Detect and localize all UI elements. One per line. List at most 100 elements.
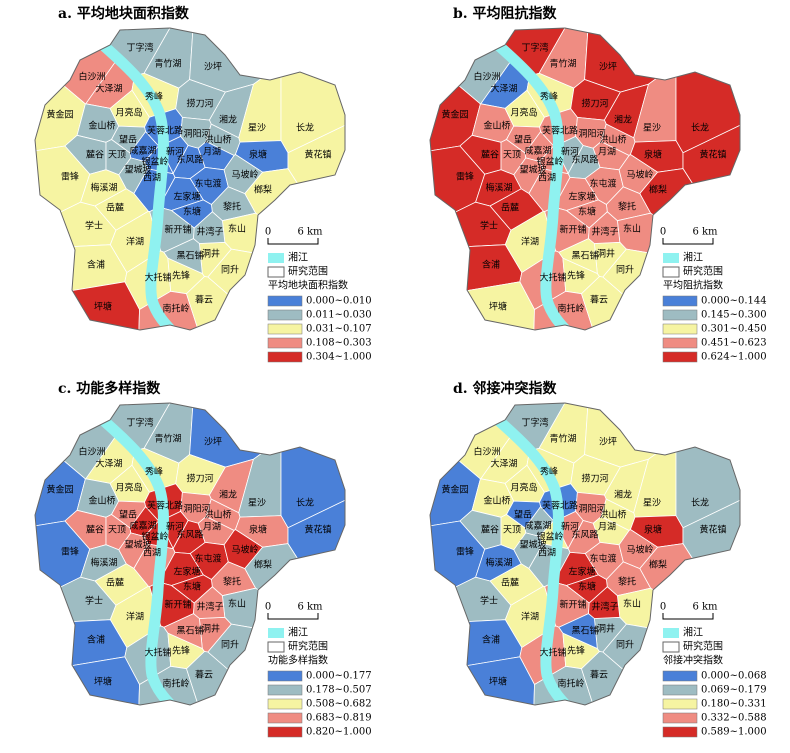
district-label: 榔梨 xyxy=(254,184,272,196)
district-label: 芙蓉北路 xyxy=(147,125,183,137)
legend-swatch xyxy=(267,323,303,335)
legend-label: 0.031~0.107 xyxy=(306,324,372,335)
district-label: 黎托 xyxy=(618,576,636,588)
district-label: 东山 xyxy=(228,598,246,610)
district-label: 新开铺 xyxy=(164,224,191,236)
district-label: 金山桥 xyxy=(88,120,115,132)
district-label: 东风路 xyxy=(176,529,203,541)
district-label: 东塘 xyxy=(183,581,201,593)
legend-label: 0.451~0.623 xyxy=(701,338,767,349)
district-label: 望城坡 xyxy=(519,164,546,176)
district-label: 金山桥 xyxy=(483,495,510,507)
district-label: 秀峰 xyxy=(540,91,558,103)
district-label: 丁字湾 xyxy=(521,417,548,429)
legend-swatch xyxy=(662,698,698,710)
district-label: 学士 xyxy=(85,595,103,607)
district-label: 同升 xyxy=(616,265,634,276)
district-area xyxy=(35,281,140,330)
legend-label: 0.011~0.030 xyxy=(306,310,372,321)
district-label: 银盆岭 xyxy=(536,531,563,543)
panel-title: b. 平均阻抗指数 xyxy=(453,5,558,22)
district-label: 雷锋 xyxy=(61,171,79,183)
legend-swatch xyxy=(662,684,698,696)
district-label: 湘龙 xyxy=(614,489,632,501)
district-label: 月湖 xyxy=(203,147,221,158)
district-label: 洪山桥 xyxy=(599,509,626,521)
legend-label: 0.180~0.331 xyxy=(701,699,767,710)
district-label: 梅溪湖 xyxy=(485,557,512,569)
district-label: 新开铺 xyxy=(559,224,586,236)
district-label: 东风路 xyxy=(571,529,598,541)
district-label: 银盆岭 xyxy=(141,531,168,543)
district-label: 月亮岛 xyxy=(115,482,142,494)
district-label: 秀峰 xyxy=(145,91,163,103)
legend-label: 0.332~0.588 xyxy=(701,713,767,724)
district-label: 西湖 xyxy=(143,173,161,184)
district-label: 洞阳河 xyxy=(183,503,210,515)
district-label: 东塘 xyxy=(578,581,596,593)
district-label: 白沙洲 xyxy=(473,446,500,458)
district-label: 望岳 xyxy=(514,509,532,521)
district-label: 先锋 xyxy=(172,270,190,282)
district-label: 黄花镇 xyxy=(699,524,726,536)
district-label: 黄金园 xyxy=(441,109,468,121)
district-label: 黑石铺 xyxy=(176,625,203,637)
district-label: 大托铺 xyxy=(144,272,171,284)
district-label: 星沙 xyxy=(643,123,661,134)
district-label: 榔梨 xyxy=(649,559,667,571)
district-label: 先锋 xyxy=(567,645,585,657)
study-boundary xyxy=(34,402,346,706)
river-swatch xyxy=(663,628,679,638)
district-label: 雷锋 xyxy=(456,171,474,183)
district-label: 捞刀河 xyxy=(581,473,608,485)
district-label: 南托岭 xyxy=(162,678,189,690)
district-area xyxy=(675,403,740,529)
scale-length: 6 km xyxy=(297,602,323,613)
district-label: 东屯渡 xyxy=(589,178,616,190)
district-label: 秀峰 xyxy=(540,466,558,478)
district-label: 银盆岭 xyxy=(536,156,563,168)
district-label: 大托铺 xyxy=(539,647,566,659)
scale-zero: 0 xyxy=(660,602,666,613)
district-label: 长龙 xyxy=(296,122,314,134)
district-area xyxy=(588,211,621,244)
district-label: 学士 xyxy=(85,220,103,232)
district-label: 井湾子 xyxy=(196,601,223,613)
scale-zero: 0 xyxy=(660,227,666,238)
district-label: 天顶 xyxy=(108,150,126,161)
district-label: 湘龙 xyxy=(219,114,237,126)
district-label: 东屯渡 xyxy=(194,178,221,190)
district-label: 洪山桥 xyxy=(204,134,231,146)
district-label: 星沙 xyxy=(248,498,266,509)
district-area xyxy=(35,656,140,705)
district-label: 含浦 xyxy=(87,634,105,646)
district-label: 雷锋 xyxy=(456,546,474,558)
river-label: 湘江 xyxy=(683,626,703,639)
district-label: 泉塘 xyxy=(644,524,662,536)
district-label: 白沙洲 xyxy=(78,71,105,83)
district-label: 星沙 xyxy=(643,498,661,509)
district-area xyxy=(675,28,740,154)
district-label: 西湖 xyxy=(143,548,161,559)
district-label: 捞刀河 xyxy=(186,98,213,110)
district-area xyxy=(280,28,345,154)
district-label: 黑石铺 xyxy=(571,250,598,262)
river xyxy=(91,33,185,330)
district-label: 含浦 xyxy=(87,259,105,271)
legend-label: 0.683~0.819 xyxy=(306,713,372,724)
legend-label: 0.000~0.068 xyxy=(701,671,767,682)
boundary-swatch xyxy=(662,266,680,278)
district-area xyxy=(193,586,226,619)
district-label: 黄金园 xyxy=(441,484,468,496)
study-boundary xyxy=(34,27,346,331)
legend-title: 邻接冲突指数 xyxy=(663,654,723,667)
district-label: 望岳 xyxy=(514,134,532,146)
district-label: 望城坡 xyxy=(124,164,151,176)
district-label: 黄花镇 xyxy=(304,524,331,536)
district-label: 坪塘 xyxy=(489,676,507,688)
district-label: 月湖 xyxy=(203,522,221,533)
district-label: 暮云 xyxy=(590,294,608,306)
district-label: 泉塘 xyxy=(644,149,662,161)
